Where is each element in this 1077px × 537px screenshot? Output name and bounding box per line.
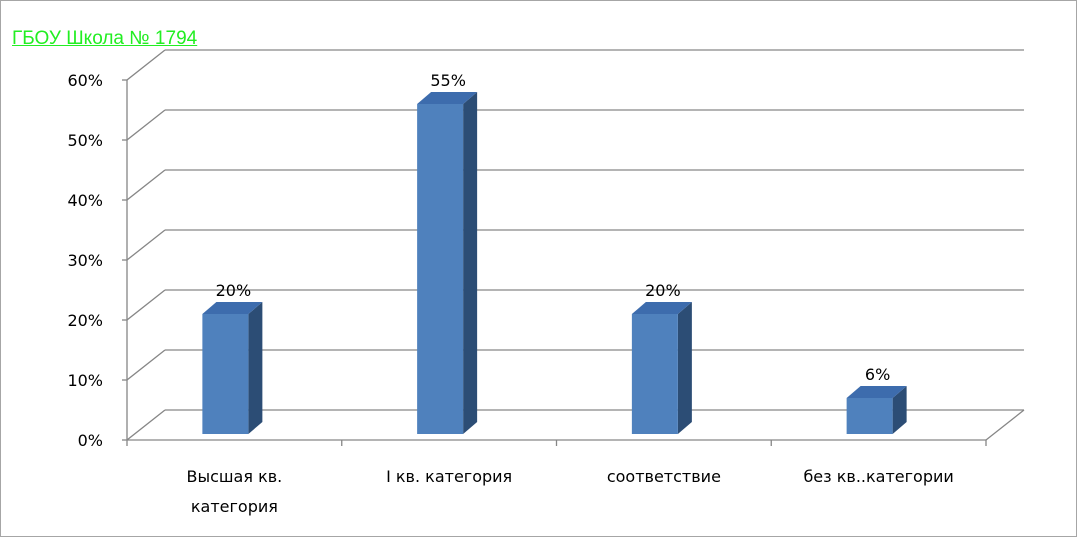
bar <box>202 302 263 434</box>
x-tick-label: Высшая кв. <box>187 467 283 486</box>
y-tick-label: 50% <box>67 131 103 150</box>
bar-front <box>417 104 464 434</box>
axes <box>122 79 1025 446</box>
x-tick-label: I кв. категория <box>386 467 512 486</box>
x-tick-label: без кв..категории <box>803 467 953 486</box>
gridlines <box>126 49 1024 441</box>
bar-top <box>417 92 478 104</box>
data-label: 55% <box>430 71 466 90</box>
y-tick-label: 10% <box>67 371 103 390</box>
bar <box>417 92 478 434</box>
side-gridline <box>126 229 166 261</box>
y-tick-label: 40% <box>67 191 103 210</box>
side-gridline <box>126 409 166 441</box>
bar-side <box>677 302 692 434</box>
side-gridline <box>126 109 166 141</box>
chart-title: ГБОУ Школа № 1794 <box>12 28 198 49</box>
labels: 0% 10% 20% 30% 40% 50% 60% Высшая кв. категория I… <box>67 71 953 516</box>
bar-front <box>631 314 678 434</box>
side-gridline <box>126 49 166 81</box>
y-tick-label: 30% <box>67 251 103 270</box>
bar-side <box>248 302 263 434</box>
y-tick-label: 20% <box>67 311 103 330</box>
x-tick-label: категория <box>191 497 278 516</box>
side-gridline <box>126 169 166 201</box>
side-gridline <box>126 289 166 321</box>
data-label: 20% <box>216 281 252 300</box>
y-tick-label: 60% <box>67 71 103 90</box>
bar-side <box>892 386 907 434</box>
bar-front <box>202 314 249 434</box>
bar-top <box>631 302 692 314</box>
bar-front <box>846 398 893 434</box>
bars <box>202 92 907 434</box>
bar-top <box>202 302 263 314</box>
bar-side <box>463 92 478 434</box>
side-gridline <box>126 349 166 381</box>
y-tick-label: 0% <box>78 431 103 450</box>
bar <box>846 386 907 434</box>
bar-top <box>846 386 907 398</box>
data-label: 6% <box>865 365 890 384</box>
bar <box>631 302 692 434</box>
data-label: 20% <box>645 281 681 300</box>
floor-edge <box>985 409 1025 441</box>
x-tick-label: соответствие <box>607 467 721 486</box>
